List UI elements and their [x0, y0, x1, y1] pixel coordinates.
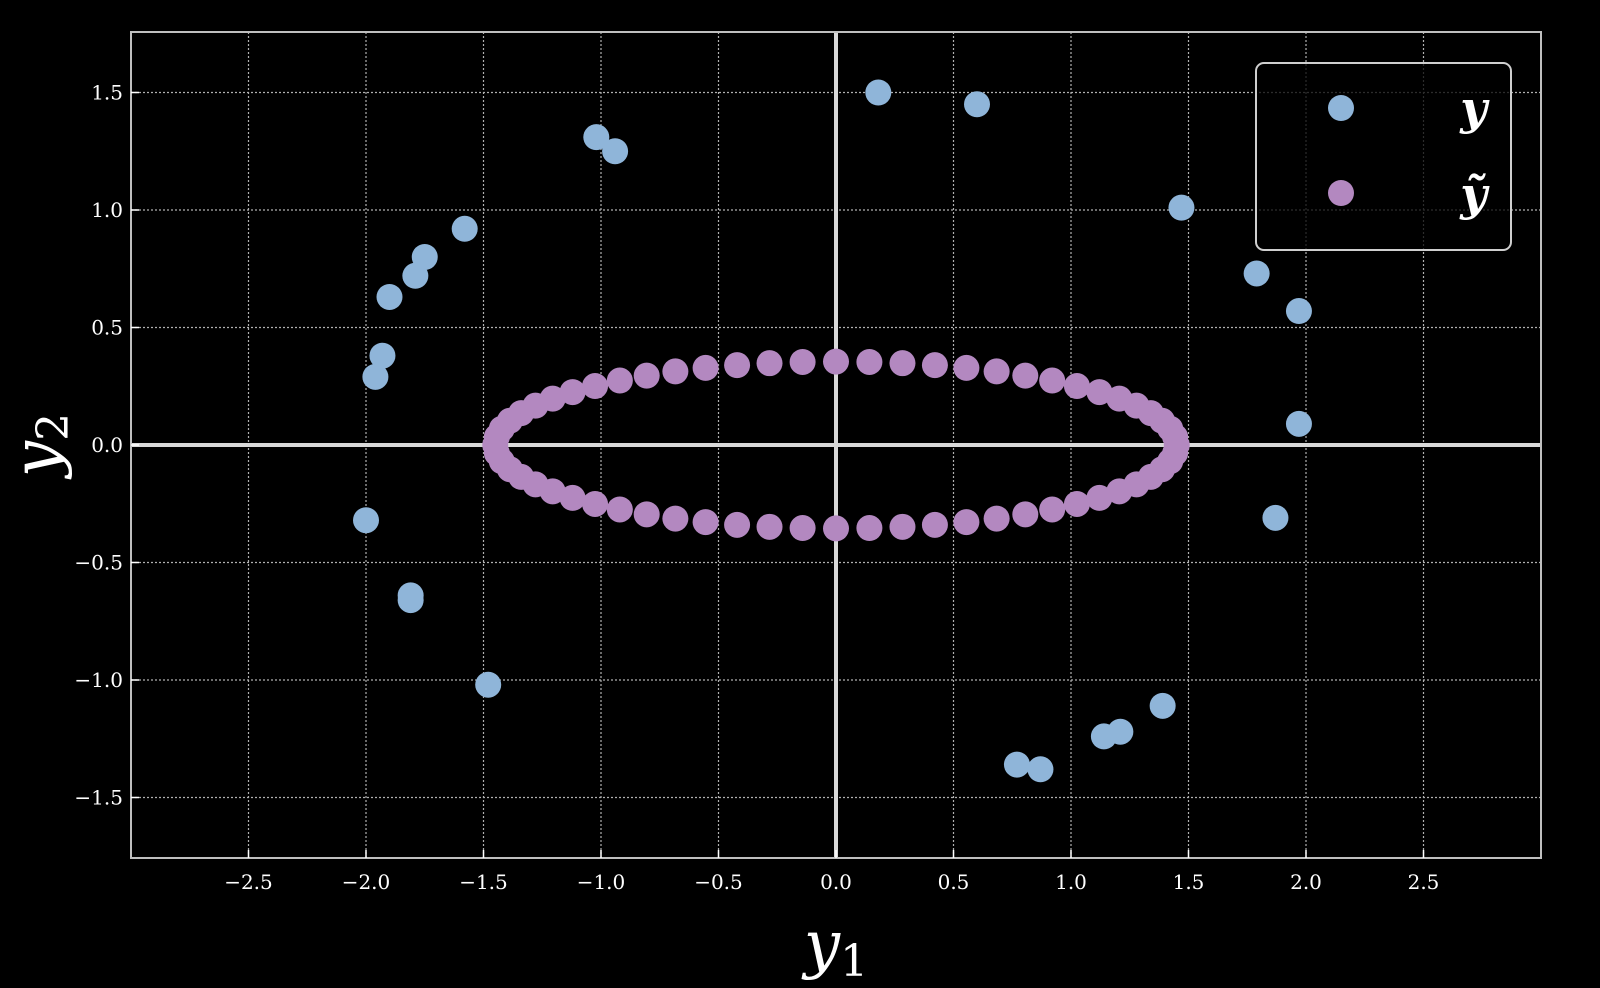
legend-marker-y: [1328, 95, 1354, 121]
point-y-tilde: [1039, 496, 1066, 523]
x-tick-label: 2.0: [1290, 870, 1322, 894]
point-y-tilde: [953, 509, 980, 536]
point-y-tilde: [889, 513, 916, 540]
point-y: [1003, 751, 1030, 778]
y-tick-label: −0.5: [74, 551, 123, 575]
point-y-tilde: [889, 350, 916, 377]
point-y-tilde: [921, 511, 948, 538]
x-tick-label: 0.5: [938, 870, 970, 894]
point-y: [451, 215, 478, 242]
point-y-tilde: [633, 362, 660, 389]
point-y-tilde: [789, 515, 816, 542]
point-y-tilde: [921, 352, 948, 379]
point-y-tilde: [1063, 373, 1090, 400]
legend: y ỹ: [1255, 62, 1512, 251]
point-y: [1243, 260, 1270, 287]
point-y: [1027, 756, 1054, 783]
y-tick-label: −1.0: [74, 668, 123, 692]
legend-label-y: y: [1459, 81, 1490, 135]
x-tick-label: −1.5: [459, 870, 508, 894]
legend-label-y-tilde: ỹ: [1459, 167, 1490, 221]
point-y-tilde: [789, 348, 816, 375]
legend-marker-y-tilde: [1328, 180, 1354, 206]
x-tick-label: 0.0: [820, 870, 852, 894]
y-axis-label: y2: [0, 413, 79, 480]
point-y: [1168, 194, 1195, 221]
point-y-tilde: [662, 505, 689, 532]
point-y-tilde: [1086, 379, 1113, 406]
zero-axis-lines: [131, 32, 1541, 858]
point-y-tilde: [756, 350, 783, 377]
point-y: [1149, 692, 1176, 719]
y-tick-label: 0.0: [91, 433, 123, 457]
axis-ticks: −2.5 −2.0 −1.5 −1.0 −0.5 0.0 0.5 1.0 1.5 2.0 2.5 −1…: [74, 81, 1439, 895]
point-y-tilde: [662, 358, 689, 385]
point-y-tilde: [856, 515, 883, 542]
point-y: [1285, 298, 1312, 325]
x-tick-label: −1.0: [577, 870, 626, 894]
y-tick-label: −1.5: [74, 786, 123, 810]
point-y-tilde: [606, 496, 633, 523]
x-tick-label: 1.5: [1173, 870, 1205, 894]
y-tick-label: 1.5: [91, 81, 123, 105]
point-y-tilde: [953, 354, 980, 381]
point-y-tilde: [1039, 367, 1066, 394]
point-y-tilde: [1106, 385, 1133, 412]
point-y: [583, 124, 610, 151]
y-tick-label: 0.5: [91, 316, 123, 340]
point-y-tilde: [692, 354, 719, 381]
point-y: [369, 342, 396, 369]
point-y: [1262, 504, 1289, 531]
data-points: [353, 79, 1312, 783]
point-y-tilde: [559, 379, 586, 406]
point-y-tilde: [724, 352, 751, 379]
legend-box: [1255, 62, 1512, 251]
point-y: [402, 262, 429, 289]
point-y-tilde: [582, 490, 609, 517]
x-tick-label: 2.5: [1408, 870, 1440, 894]
point-y-tilde: [582, 373, 609, 400]
point-y: [1285, 410, 1312, 437]
point-y-tilde: [1162, 440, 1189, 467]
point-y: [376, 283, 403, 310]
point-y-tilde: [1086, 484, 1113, 511]
point-y-tilde: [606, 367, 633, 394]
point-y-tilde: [724, 511, 751, 538]
point-y-tilde: [983, 505, 1010, 532]
point-y-tilde: [1012, 362, 1039, 389]
point-y: [1090, 723, 1117, 750]
point-y-tilde: [1063, 490, 1090, 517]
point-y: [362, 363, 389, 390]
point-y-tilde: [823, 515, 849, 542]
point-y-tilde: [559, 484, 586, 511]
point-y: [353, 507, 379, 534]
point-y: [865, 79, 892, 106]
x-tick-label: −2.0: [342, 870, 391, 894]
point-y: [602, 138, 629, 165]
x-tick-label: −0.5: [694, 870, 743, 894]
point-y-tilde: [1012, 501, 1039, 528]
point-y-tilde: [823, 348, 849, 375]
point-y-tilde: [539, 478, 566, 505]
x-tick-label: 1.0: [1055, 870, 1087, 894]
point-y-tilde: [633, 501, 660, 528]
x-axis-label: y1: [801, 908, 868, 987]
y-tick-label: 1.0: [91, 198, 123, 222]
point-y-tilde: [692, 509, 719, 536]
point-y-tilde: [983, 358, 1010, 385]
point-y: [397, 587, 424, 614]
point-y: [475, 671, 502, 698]
x-tick-label: −2.5: [224, 870, 273, 894]
point-y-tilde: [756, 513, 783, 540]
point-y: [964, 91, 990, 118]
point-y-tilde: [856, 348, 883, 375]
